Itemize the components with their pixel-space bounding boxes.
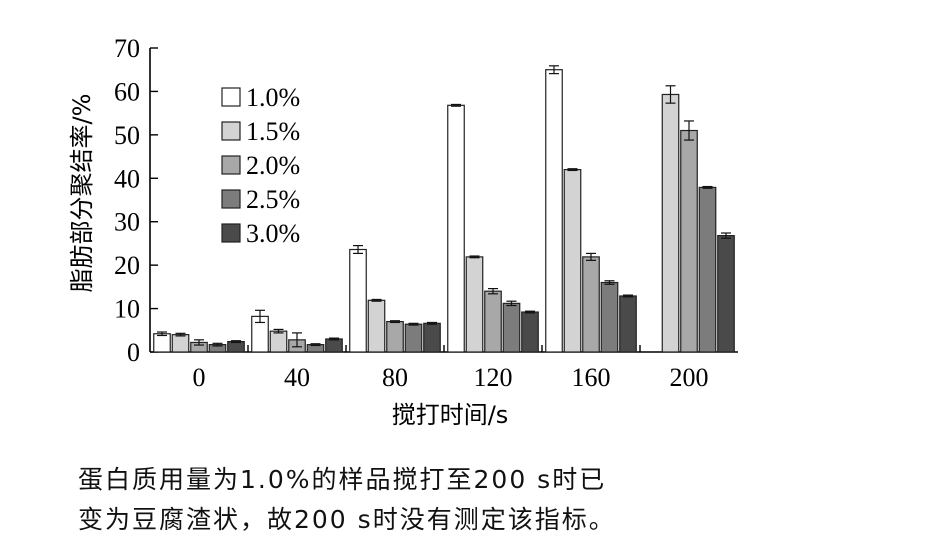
y-tick-label: 60	[114, 77, 140, 106]
legend-swatch	[221, 223, 241, 243]
bar	[582, 256, 600, 353]
bar	[423, 322, 441, 353]
bar	[502, 302, 521, 353]
legend-swatch	[221, 189, 241, 209]
x-axis-title: 搅打时间/s	[392, 401, 509, 429]
bar-chart: 0 10 20 30 40 50 60 70 0 40 80 120 160 200 1.0% 1.5% 2.…	[68, 34, 738, 429]
bar	[386, 321, 404, 353]
x-tick-label: 120	[474, 363, 513, 392]
bar	[227, 340, 245, 353]
bar	[619, 295, 637, 353]
legend-label: 1.5%	[246, 117, 300, 146]
legend-swatch	[221, 87, 241, 107]
bar	[171, 334, 190, 353]
bar	[698, 186, 717, 353]
y-tick-label: 70	[114, 34, 140, 63]
bar	[404, 323, 423, 353]
y-tick-label: 10	[114, 295, 140, 324]
x-tick-label: 200	[670, 363, 709, 392]
x-tick-label: 160	[572, 363, 611, 392]
y-tick-label: 40	[114, 164, 140, 193]
axes: 0 10 20 30 40 50 60 70 0 40 80 120 160 200	[114, 34, 738, 392]
legend-label: 3.0%	[246, 219, 300, 248]
figure-caption: 蛋白质用量为1.0%的样品搅打至200 s时已 变为豆腐渣状，故200 s时没有…	[78, 460, 918, 540]
legend-label: 1.0%	[246, 83, 300, 112]
bar	[680, 129, 698, 353]
bar	[545, 69, 563, 353]
x-tick-label: 40	[284, 363, 310, 392]
bar	[367, 299, 386, 353]
legend: 1.0% 1.5% 2.0% 2.5% 3.0%	[221, 83, 300, 248]
x-tick-label: 0	[193, 363, 206, 392]
bar	[600, 281, 619, 353]
bar	[153, 333, 171, 353]
bar	[349, 248, 367, 353]
y-tick-label: 20	[114, 251, 140, 280]
x-tick-label: 80	[382, 363, 408, 392]
bar	[269, 330, 288, 353]
bar	[325, 338, 343, 353]
caption-line-1: 蛋白质用量为1.0%的样品搅打至200 s时已	[78, 465, 607, 494]
legend-label: 2.5%	[246, 185, 300, 214]
bars	[153, 65, 735, 353]
legend-label: 2.0%	[246, 151, 300, 180]
y-tick-label: 30	[114, 208, 140, 237]
y-tick-label: 0	[127, 338, 140, 367]
y-axis-title: 脂肪部分聚结率/%	[68, 94, 96, 293]
bar	[563, 169, 582, 353]
bar	[465, 256, 484, 353]
bar	[484, 290, 502, 353]
legend-swatch	[221, 121, 241, 141]
bar	[717, 235, 735, 353]
bar	[447, 104, 465, 353]
y-tick-label: 50	[114, 121, 140, 150]
legend-swatch	[221, 155, 241, 175]
bar	[521, 311, 539, 353]
caption-line-2: 变为豆腐渣状，故200 s时没有测定该指标。	[78, 505, 616, 534]
bar	[661, 93, 680, 353]
